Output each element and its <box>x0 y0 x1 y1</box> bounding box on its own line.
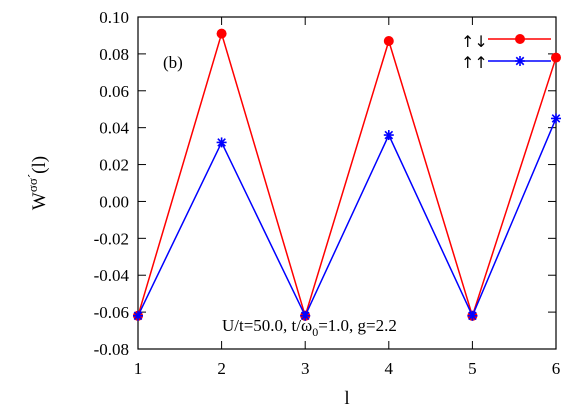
series-line-0 <box>137 30 557 319</box>
y-tick-label: 0.04 <box>99 119 129 138</box>
data-point-1 <box>133 310 143 321</box>
y-tick-label: -0.02 <box>94 229 129 248</box>
y-tick-label: 0.10 <box>99 8 129 27</box>
data-point-1 <box>216 137 227 148</box>
data-point-1 <box>300 310 311 321</box>
data-point-1 <box>383 130 394 141</box>
x-tick-label: 3 <box>301 359 310 378</box>
legend-label-up-down: ↑↓ <box>461 32 488 51</box>
data-point-0 <box>216 28 227 39</box>
series-line-1 <box>137 118 557 318</box>
y-tick-label: -0.06 <box>94 303 129 322</box>
panel-label: (b) <box>163 53 183 72</box>
legend-label-up-up: ↑↑ <box>461 53 488 72</box>
data-point-0 <box>383 35 394 46</box>
y-tick-label: 0.02 <box>99 156 129 175</box>
legend-marker-1 <box>515 56 525 66</box>
y-tick-label: -0.04 <box>94 266 130 285</box>
x-axis: 1 2 3 4 5 6 <box>134 17 561 378</box>
plot-frame <box>137 16 557 350</box>
y-tick-label: -0.08 <box>94 340 129 359</box>
data-point-0 <box>551 52 561 63</box>
data-point-1 <box>467 310 478 321</box>
legend: ↑↓ ↑↑ <box>461 32 551 72</box>
y-axis-title: Wσσ´(l) <box>25 156 50 210</box>
y-tick-label: 0.06 <box>99 82 129 101</box>
y-axis: 0.10 0.08 0.06 0.04 0.02 0.00 -0.02 -0.04 -0.06 -… <box>94 8 556 359</box>
x-tick-label: 6 <box>552 359 561 378</box>
x-axis-title: l <box>344 388 349 409</box>
series-layer <box>133 28 561 321</box>
y-tick-label: 0.00 <box>99 192 129 211</box>
annotation-subscript: 0 <box>312 325 318 339</box>
y-tick-label: 0.08 <box>99 45 129 64</box>
legend-marker-0 <box>515 34 525 44</box>
x-tick-label: 5 <box>468 359 477 378</box>
data-point-1 <box>551 113 561 124</box>
x-tick-label: 2 <box>217 359 226 378</box>
x-tick-label: 1 <box>134 359 143 378</box>
x-tick-label: 4 <box>385 359 394 378</box>
annotation: U/t=50.0, t/ω0=1.0, g=2.2 <box>222 316 397 339</box>
